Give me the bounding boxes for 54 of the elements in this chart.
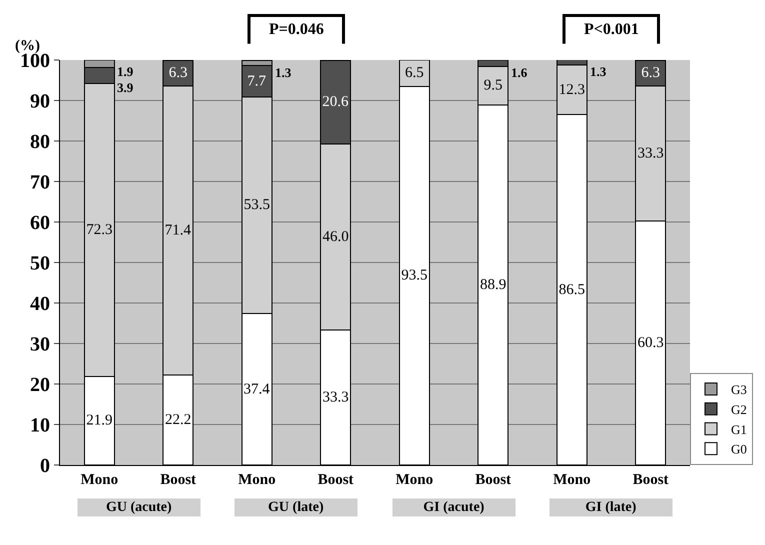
legend-label: G0 xyxy=(731,442,747,457)
data-label: 22.2 xyxy=(165,412,192,428)
y-tick-label: 30 xyxy=(30,334,50,356)
y-tick-label: 40 xyxy=(30,293,50,315)
legend-label: G3 xyxy=(731,382,747,398)
data-label: 21.9 xyxy=(86,412,112,429)
data-label: 33.3 xyxy=(638,145,664,162)
text: P=0.046 xyxy=(269,21,324,38)
x-tick-label: Boost xyxy=(632,472,669,488)
x-tick-label: Mono xyxy=(553,472,591,488)
data-label: 9.5 xyxy=(484,78,502,94)
data-label: 6.3 xyxy=(168,65,188,82)
data-label: 1.3 xyxy=(275,65,292,80)
data-label: 72.3 xyxy=(86,222,112,238)
data-label: 71.4 xyxy=(164,222,192,239)
data-label: 1.9 xyxy=(117,64,134,79)
text: P<0.001 xyxy=(584,21,639,38)
y-tick-label: 10 xyxy=(30,414,50,436)
x-tick-label: Mono xyxy=(238,472,276,488)
x-tick-label: Mono xyxy=(80,472,118,488)
data-label: 60.3 xyxy=(638,334,664,351)
data-label: 6.5 xyxy=(405,65,424,82)
data-label: 88.9 xyxy=(480,276,506,293)
data-label: 37.4 xyxy=(244,381,270,398)
data-label: 46.0 xyxy=(322,228,349,245)
x-tick-label: Mono xyxy=(396,472,434,488)
text: GI (late) xyxy=(585,500,637,515)
y-tick-label: 20 xyxy=(30,374,50,396)
y-tick-label: 50 xyxy=(30,252,50,274)
data-label: 33.3 xyxy=(322,390,349,406)
data-label: 93.5 xyxy=(401,268,428,284)
y-axis-title: (%) xyxy=(15,38,40,54)
data-label: 86.5 xyxy=(558,282,585,298)
text: GI (acute) xyxy=(423,500,485,515)
data-label: 20.6 xyxy=(322,94,349,110)
legend-label: G2 xyxy=(731,402,747,417)
data-label: 7.7 xyxy=(247,73,266,90)
text: GU (acute) xyxy=(106,500,172,515)
data-label: 6.3 xyxy=(641,65,660,82)
data-label: 3.9 xyxy=(117,80,134,95)
x-tick-label: Boost xyxy=(475,472,512,488)
y-tick-label: 70 xyxy=(30,172,50,194)
data-label: 12.3 xyxy=(558,82,585,98)
x-tick-label: Boost xyxy=(318,472,354,488)
y-tick-label: 0 xyxy=(40,455,50,477)
x-tick-label: Boost xyxy=(160,472,196,488)
text: GU (late) xyxy=(268,500,324,515)
y-tick-label: 80 xyxy=(30,131,50,153)
y-tick-label: 90 xyxy=(30,90,50,112)
data-label: 1.6 xyxy=(511,65,528,80)
data-label: 53.5 xyxy=(244,197,270,214)
legend-label: G1 xyxy=(731,422,747,437)
y-tick-label: 60 xyxy=(30,212,50,234)
data-label: 1.3 xyxy=(590,64,607,79)
